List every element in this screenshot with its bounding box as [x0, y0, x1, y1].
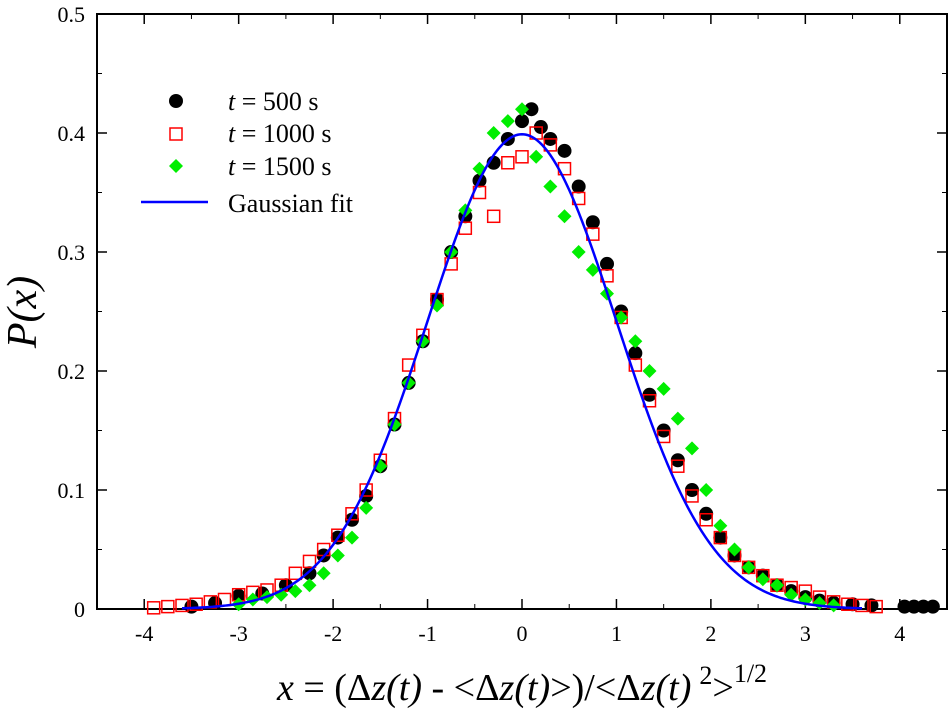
data-point-diamond	[543, 179, 558, 194]
data-point-diamond	[670, 411, 685, 426]
data-point-diamond	[642, 364, 657, 378]
data-point-diamond	[628, 334, 643, 349]
data-series-layer	[146, 102, 940, 615]
data-point-square	[288, 566, 303, 581]
data-point-square	[628, 358, 643, 372]
y-tick-label: 0.5	[58, 2, 86, 27]
x-tick-label: 1	[611, 621, 622, 646]
data-point-circle	[585, 215, 600, 230]
data-point-diamond	[302, 578, 317, 593]
data-point-diamond	[345, 530, 359, 545]
data-point-diamond	[316, 566, 331, 581]
data-point-square	[841, 597, 855, 611]
data-point-circle	[231, 588, 246, 603]
y-tick-label: 0.2	[58, 359, 86, 384]
data-point-diamond	[685, 441, 699, 456]
data-point-square	[699, 513, 713, 527]
data-point-circle	[302, 566, 317, 581]
y-tick-label: 0.1	[58, 478, 86, 503]
data-point-diamond	[330, 548, 345, 563]
data-point-diamond	[288, 584, 303, 599]
x-tick-label: -1	[418, 621, 436, 646]
data-point-diamond	[500, 114, 515, 129]
data-point-square	[345, 507, 359, 521]
data-point-circle	[713, 530, 728, 545]
legend-label-t1000: t = 1000 s	[228, 119, 332, 148]
data-point-circle	[571, 179, 586, 194]
data-point-circle	[557, 143, 572, 158]
data-point-square	[161, 599, 175, 614]
data-point-square	[486, 209, 501, 224]
x-tick-label: -3	[230, 621, 248, 646]
data-point-square	[515, 150, 529, 164]
legend-label-t1500: t = 1500 s	[228, 152, 332, 181]
data-point-square	[401, 358, 416, 372]
x-tick-label: 0	[517, 621, 528, 646]
axis-ticks: -4 -3 -2 -1 0 1 2 3 4 0 0.1 0.2 0.3 0.4 0.5	[58, 2, 948, 646]
data-point-circle	[628, 346, 643, 361]
data-point-diamond	[741, 560, 756, 575]
data-point-diamond	[770, 578, 784, 593]
data-point-diamond	[529, 149, 544, 164]
data-point-square	[146, 601, 161, 615]
y-tick-label: 0.4	[58, 121, 86, 146]
x-tick-label: 3	[800, 621, 811, 646]
data-point-diamond	[727, 542, 742, 557]
data-point-square	[331, 528, 345, 542]
data-point-diamond	[656, 381, 671, 396]
x-axis-label: x = (Δz(t) - <Δz(t)>)/<Δz(t) 2>1/2	[276, 659, 767, 709]
data-point-diamond	[755, 572, 770, 587]
data-point-square	[189, 597, 203, 611]
y-tick-label: 0.3	[58, 240, 86, 265]
series-1	[146, 126, 883, 615]
y-tick-label: 0	[74, 597, 85, 622]
x-tick-label: -4	[135, 621, 153, 646]
data-point-square	[671, 459, 685, 473]
data-point-circle	[515, 114, 529, 129]
data-point-square	[501, 156, 515, 170]
data-point-circle	[925, 599, 940, 614]
data-point-diamond	[784, 587, 799, 602]
data-point-circle	[524, 102, 539, 117]
gaussian-fit-line	[181, 133, 863, 610]
data-point-diamond	[557, 209, 572, 224]
x-tick-label: 4	[894, 621, 905, 646]
legend: t = 500 s t = 1000 s t = 1500 s Gaussian…	[141, 87, 354, 218]
x-tick-label: 2	[705, 621, 716, 646]
data-point-diamond	[571, 245, 586, 259]
data-point-square	[685, 489, 699, 503]
data-point-diamond	[699, 483, 714, 497]
data-point-circle	[600, 256, 614, 271]
x-tick-label: -2	[324, 621, 342, 646]
data-point-diamond	[826, 598, 841, 613]
data-point-square	[302, 554, 317, 569]
legend-label-gaussian: Gaussian fit	[228, 189, 354, 218]
legend-marker-t1000	[169, 127, 183, 141]
data-point-square	[359, 483, 373, 497]
legend-marker-t500	[169, 94, 183, 108]
data-point-square	[869, 599, 883, 614]
data-point-diamond	[585, 262, 600, 277]
y-axis-label: P(x)	[0, 276, 46, 349]
data-point-diamond	[486, 126, 501, 140]
data-point-diamond	[515, 102, 529, 117]
data-point-square	[855, 598, 869, 613]
data-point-diamond	[245, 592, 260, 607]
legend-label-t500: t = 500 s	[228, 87, 319, 116]
data-point-square	[175, 598, 189, 613]
data-point-square	[543, 138, 558, 152]
legend-marker-t1500	[169, 159, 183, 173]
data-point-diamond	[713, 518, 728, 533]
data-point-diamond	[359, 500, 374, 515]
